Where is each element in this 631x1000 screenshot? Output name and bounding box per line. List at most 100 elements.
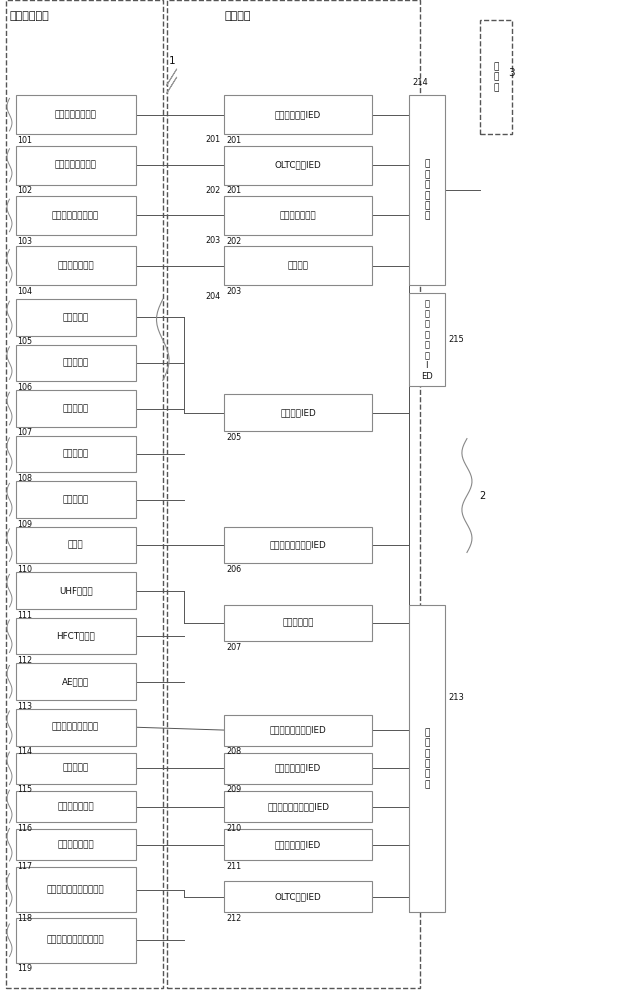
Text: 111: 111 (17, 611, 32, 620)
Text: 服
务
器: 服 务 器 (493, 62, 498, 92)
Text: HFCT传感器: HFCT传感器 (56, 632, 95, 641)
FancyBboxPatch shape (409, 293, 445, 386)
FancyBboxPatch shape (16, 829, 136, 860)
FancyBboxPatch shape (16, 345, 136, 381)
Text: 203: 203 (226, 287, 241, 296)
Text: 油浸式变压器: 油浸式变压器 (9, 11, 49, 21)
FancyBboxPatch shape (224, 829, 372, 860)
Text: 212: 212 (226, 914, 241, 923)
Text: 118: 118 (17, 914, 32, 923)
Text: 综合测量IED: 综合测量IED (280, 408, 316, 417)
Text: 铁芯接地电流监测IED: 铁芯接地电流监测IED (270, 726, 326, 735)
FancyBboxPatch shape (224, 246, 372, 285)
Text: 116: 116 (17, 824, 32, 833)
FancyBboxPatch shape (16, 299, 136, 336)
Text: 208: 208 (226, 747, 241, 756)
Text: 温度传感器: 温度传感器 (62, 450, 89, 459)
Text: 109: 109 (17, 520, 32, 529)
FancyBboxPatch shape (16, 196, 136, 235)
FancyBboxPatch shape (224, 881, 372, 912)
Text: 205: 205 (226, 433, 241, 442)
Text: 瓦斯传感器: 瓦斯传感器 (62, 404, 89, 413)
Text: 2: 2 (480, 491, 486, 501)
Text: 105: 105 (17, 337, 32, 346)
Text: 第
二
通
讯
网
络: 第 二 通 讯 网 络 (424, 160, 430, 221)
FancyBboxPatch shape (224, 146, 372, 185)
Text: 振动传感器: 振动传感器 (62, 764, 89, 773)
Text: 非电量保护单元: 非电量保护单元 (280, 211, 317, 220)
Text: 局部放电监测: 局部放电监测 (283, 619, 314, 628)
FancyBboxPatch shape (224, 605, 372, 641)
FancyBboxPatch shape (224, 394, 372, 431)
FancyBboxPatch shape (16, 709, 136, 746)
Text: 油温传感器: 油温传感器 (62, 313, 89, 322)
Text: 108: 108 (17, 474, 32, 483)
FancyBboxPatch shape (16, 572, 136, 609)
Text: 102: 102 (17, 186, 32, 195)
Text: AE传感器: AE传感器 (62, 677, 90, 686)
Text: 油色谱及微水监测IED: 油色谱及微水监测IED (270, 541, 326, 550)
Text: UHF传感器: UHF传感器 (59, 586, 93, 595)
Text: 114: 114 (17, 747, 32, 756)
Text: 201: 201 (226, 186, 241, 195)
Text: 211: 211 (226, 862, 241, 871)
Text: 绕组温度监测IED: 绕组温度监测IED (275, 840, 321, 849)
Text: 203: 203 (206, 236, 221, 245)
Text: 第
一
通
讯
网
络: 第 一 通 讯 网 络 (424, 728, 430, 789)
FancyBboxPatch shape (224, 791, 372, 822)
Text: 213: 213 (448, 693, 464, 702)
Text: 光纤温度传感器: 光纤温度传感器 (57, 840, 94, 849)
FancyBboxPatch shape (409, 95, 445, 285)
Text: 214: 214 (412, 78, 428, 87)
Text: 湿度传感器: 湿度传感器 (62, 495, 89, 504)
Text: 107: 107 (17, 428, 32, 437)
Text: 209: 209 (226, 785, 241, 794)
FancyBboxPatch shape (16, 918, 136, 963)
FancyBboxPatch shape (224, 753, 372, 784)
Text: 1: 1 (168, 56, 175, 66)
FancyBboxPatch shape (16, 246, 136, 285)
Text: 113: 113 (17, 702, 32, 711)
Text: 变压器套管绝缘监测IED: 变压器套管绝缘监测IED (267, 802, 329, 811)
Text: 101: 101 (17, 136, 32, 145)
FancyBboxPatch shape (16, 481, 136, 518)
FancyBboxPatch shape (16, 146, 136, 185)
Text: 117: 117 (17, 862, 32, 871)
Text: 103: 103 (17, 237, 32, 246)
Text: 声学指纹监测IED: 声学指纹监测IED (275, 764, 321, 773)
FancyBboxPatch shape (224, 196, 372, 235)
Text: 冷却装置控制机构: 冷却装置控制机构 (55, 110, 97, 119)
FancyBboxPatch shape (16, 867, 136, 912)
Text: 104: 104 (17, 287, 32, 296)
Text: 智能组件: 智能组件 (224, 11, 251, 21)
FancyBboxPatch shape (16, 663, 136, 700)
Text: 合并单元: 合并单元 (288, 261, 309, 270)
Text: 铁芯接地电流传感器: 铁芯接地电流传感器 (52, 723, 99, 732)
Text: 201: 201 (206, 135, 221, 144)
Text: 3: 3 (508, 68, 514, 78)
FancyBboxPatch shape (16, 95, 136, 134)
Text: 有载调压开关电流传感器: 有载调压开关电流传感器 (47, 936, 105, 945)
Text: 主变各侧互感器: 主变各侧互感器 (57, 261, 94, 270)
FancyBboxPatch shape (16, 390, 136, 427)
Text: 202: 202 (226, 237, 241, 246)
FancyBboxPatch shape (224, 95, 372, 134)
Text: 119: 119 (17, 964, 32, 973)
Text: OLTC控制IED: OLTC控制IED (274, 161, 322, 170)
FancyBboxPatch shape (16, 753, 136, 784)
FancyBboxPatch shape (224, 715, 372, 746)
FancyBboxPatch shape (409, 605, 445, 912)
Text: 210: 210 (226, 824, 241, 833)
Text: OLTC监测IED: OLTC监测IED (274, 892, 322, 901)
FancyBboxPatch shape (224, 527, 372, 563)
Text: 油位传感器: 油位传感器 (62, 359, 89, 368)
Text: 套管末屏传感器: 套管末屏传感器 (57, 802, 94, 811)
FancyBboxPatch shape (16, 791, 136, 822)
Text: 主变各侧开关控制器: 主变各侧开关控制器 (52, 211, 99, 220)
Text: 215: 215 (448, 335, 464, 344)
FancyBboxPatch shape (16, 618, 136, 654)
Text: 变
压
器
监
测
主
I
ED: 变 压 器 监 测 主 I ED (421, 299, 433, 381)
Text: 106: 106 (17, 383, 32, 392)
Text: 112: 112 (17, 656, 32, 665)
Text: 有载调压开关振动传感器: 有载调压开关振动传感器 (47, 885, 105, 894)
